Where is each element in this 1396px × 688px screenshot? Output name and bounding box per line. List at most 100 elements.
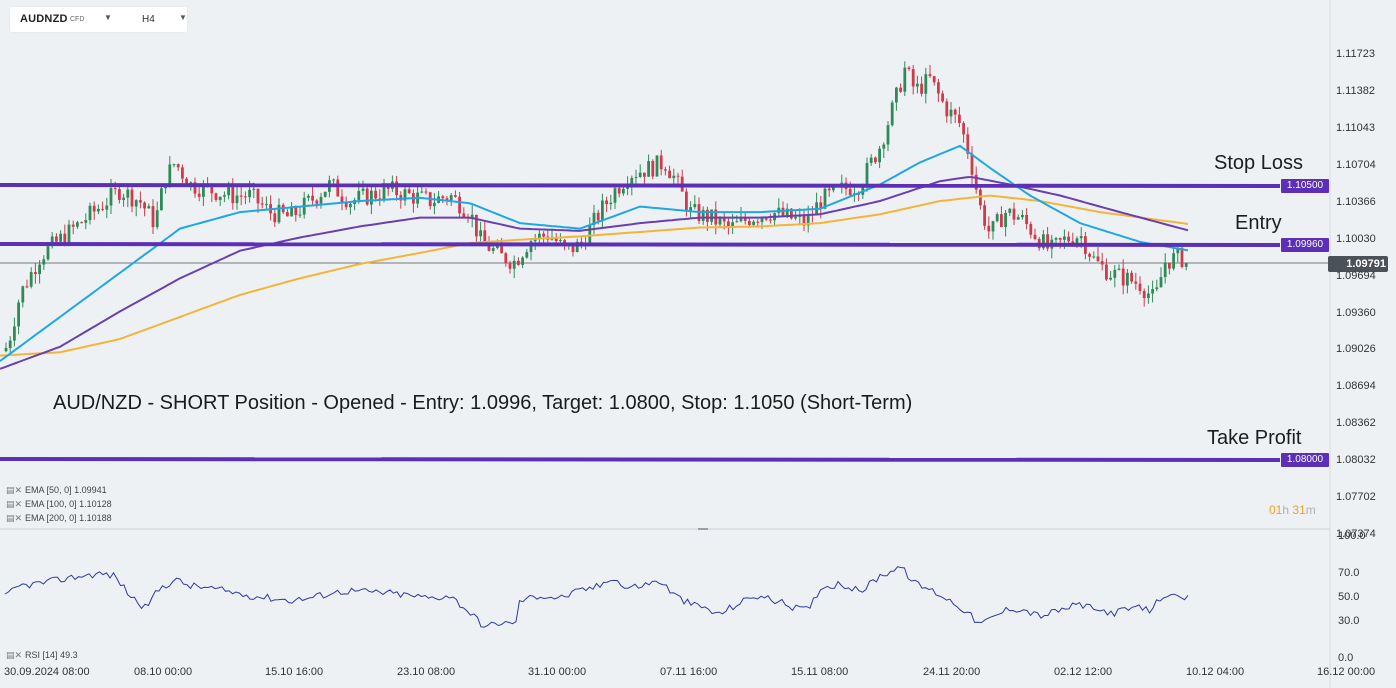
candle-body: [214, 193, 218, 200]
candle-body: [294, 207, 298, 216]
candle-body: [50, 236, 54, 247]
candle-body: [1117, 268, 1121, 270]
candle-body: [134, 200, 138, 207]
candle-body: [462, 213, 466, 217]
candle-body: [941, 93, 944, 102]
candle-body: [265, 204, 268, 206]
candle-body: [130, 189, 134, 207]
candle-body: [538, 233, 541, 240]
candle-body: [760, 217, 764, 223]
candle-body: [420, 191, 424, 193]
candle-body: [827, 188, 831, 191]
candle-body: [685, 191, 688, 212]
candle-body: [1105, 264, 1108, 280]
candle-body: [248, 189, 251, 198]
candle-body: [769, 219, 772, 221]
price-tick: 1.09694: [1336, 269, 1376, 282]
candle-body: [1172, 253, 1175, 269]
candle-body: [1079, 236, 1083, 239]
time-tick: 24.11 20:00: [923, 666, 981, 678]
candle-body: [1054, 238, 1058, 240]
candle-body: [395, 181, 398, 196]
candle-body: [794, 216, 797, 219]
candle-body: [424, 191, 428, 193]
candle-body: [143, 202, 146, 209]
price-tick: 1.08032: [1336, 454, 1376, 467]
chevron-down-icon[interactable]: ▼: [179, 13, 187, 22]
candle-body: [244, 196, 247, 198]
candle-body: [210, 185, 214, 194]
candle-body: [874, 157, 877, 163]
legend-rsi[interactable]: ▤✕ RSI [14] 49.3: [6, 650, 78, 661]
legend-ema50[interactable]: ▤✕ EMA [50, 0] 1.09941: [6, 485, 107, 496]
price-tick: 1.08694: [1336, 380, 1376, 393]
countdown-minute-unit: m: [1305, 503, 1316, 517]
candle-body: [882, 144, 886, 149]
candle-body: [92, 205, 96, 212]
candle-body: [1142, 290, 1146, 299]
price-tick: 1.09360: [1336, 306, 1376, 319]
settings-icon[interactable]: ▤✕: [6, 513, 23, 523]
candle-body: [63, 233, 67, 245]
candle-body: [17, 302, 20, 327]
candle-body: [470, 214, 474, 219]
legend-ema200[interactable]: ▤✕ EMA [200, 0] 1.10188: [6, 513, 112, 524]
candle-body: [806, 214, 810, 226]
time-tick: 23.10 08:00: [397, 666, 456, 678]
candle-body: [764, 217, 768, 220]
candle-body: [1134, 281, 1138, 284]
candle-body: [336, 179, 340, 197]
candle-body: [496, 245, 499, 249]
candle-body: [71, 224, 75, 227]
candle-body: [752, 221, 755, 225]
candle-body: [21, 286, 25, 303]
candle-body: [500, 245, 503, 254]
candle-body: [592, 212, 596, 225]
candle-body: [630, 177, 634, 186]
legend-rsi-text: RSI [14] 49.3: [25, 650, 78, 660]
time-tick: 02.12 12:00: [1054, 666, 1113, 678]
candle-body: [1000, 214, 1003, 228]
settings-icon[interactable]: ▤✕: [6, 650, 23, 660]
chevron-down-icon[interactable]: ▼: [104, 13, 112, 22]
candle-body: [55, 236, 58, 242]
candle-body: [1126, 272, 1129, 286]
candle-body: [756, 221, 760, 223]
candle-body: [1033, 234, 1037, 239]
candle-body: [634, 176, 638, 178]
candle-body: [386, 185, 390, 189]
candle-body: [790, 208, 793, 219]
candle-body: [42, 259, 46, 265]
candle-body: [995, 214, 999, 222]
candle-body: [88, 205, 92, 221]
price-tick: 1.11723: [1336, 48, 1375, 60]
candle-body: [235, 195, 239, 204]
candle-body: [80, 222, 83, 224]
candle-body: [622, 188, 625, 194]
candle-body: [449, 195, 453, 201]
candle-body: [76, 222, 79, 227]
settings-icon[interactable]: ▤✕: [6, 499, 23, 509]
candle-body: [365, 188, 369, 205]
candle-body: [1058, 238, 1062, 240]
timeframe-label[interactable]: H4: [142, 14, 155, 25]
candle-body: [307, 195, 310, 198]
candle-body: [38, 264, 41, 275]
legend-ema100[interactable]: ▤✕ EMA [100, 0] 1.10128: [6, 499, 112, 510]
candle-body: [504, 253, 508, 264]
candle-body: [823, 188, 827, 209]
candle-body: [1067, 236, 1070, 242]
candle-body: [911, 69, 915, 87]
candle-body: [1180, 247, 1184, 267]
candle-body: [832, 185, 835, 191]
settings-icon[interactable]: ▤✕: [6, 485, 23, 495]
symbol-selector[interactable]: AUDNZD CFD ▼ H4 ▼: [10, 7, 187, 32]
candle-body: [433, 202, 436, 207]
candle-body: [4, 348, 8, 352]
candle-body: [46, 246, 50, 260]
candle-body: [722, 217, 726, 222]
candle-body: [609, 202, 613, 205]
candle-body: [710, 209, 713, 222]
candle-body: [231, 187, 235, 204]
